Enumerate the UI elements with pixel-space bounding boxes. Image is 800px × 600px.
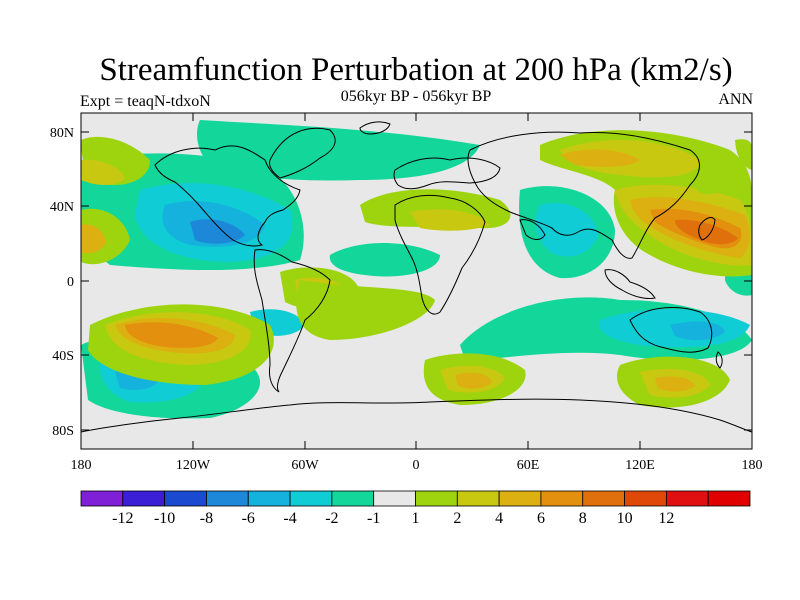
lon-tick-label: 180	[742, 458, 763, 473]
coastline-segment	[519, 219, 546, 240]
colorbar-swatch	[164, 490, 207, 507]
colorbar-label: -6	[242, 510, 255, 527]
colorbar-swatch	[624, 490, 667, 507]
lon-tick-label: 60E	[517, 458, 540, 473]
coastline-segment	[269, 127, 336, 179]
colorbar-label: 1	[412, 510, 420, 527]
colorbar-label: 6	[537, 510, 545, 527]
colorbar-label: -2	[325, 510, 338, 527]
colorbar-label: 4	[495, 510, 503, 527]
coastline-segment	[81, 398, 752, 433]
colorbar-label: -8	[200, 510, 213, 527]
contour-region-neg4	[190, 219, 245, 244]
colorbar-swatch	[707, 490, 751, 507]
colorbar-label: 2	[453, 510, 461, 527]
colorbar: -12 -10 -8 -6 -4 -2 -1 1 2 4 6 8 10 12	[80, 490, 751, 527]
coastline-segment	[393, 157, 501, 190]
colorbar-swatch	[540, 490, 584, 507]
coastline-segment	[394, 194, 486, 315]
coastline-segment	[604, 269, 656, 299]
lon-tick-label: 0	[413, 458, 420, 473]
colorbar-label: -4	[283, 510, 296, 527]
colorbar-swatch	[415, 490, 458, 507]
lon-tick-label: 120W	[176, 458, 211, 473]
coastline-segment	[715, 351, 723, 369]
contour-region-pos5	[675, 219, 738, 245]
lat-tick-label: 0	[67, 275, 74, 290]
contour-region-neg1	[329, 242, 440, 277]
colorbar-label: 12	[658, 510, 674, 527]
lat-tick-label: 40S	[52, 349, 74, 364]
plot-subtitle: 056kyr BP - 056kyr BP	[340, 88, 492, 105]
colorbar-swatch	[456, 490, 500, 507]
contour-field	[81, 113, 752, 449]
contour-region-pos2	[81, 159, 125, 185]
contour-region-pos3	[81, 224, 106, 254]
colorbar-swatch	[80, 490, 124, 507]
coastline-segment	[154, 145, 301, 247]
lat-tick-label: 80S	[52, 424, 74, 439]
colorbar-swatch	[582, 490, 625, 507]
experiment-label: Expt = teaqN-tdxoN	[80, 93, 211, 110]
coastline-segment	[698, 217, 716, 241]
colorbar-swatch	[122, 490, 166, 507]
colorbar-label: 8	[579, 510, 587, 527]
contour-region-pos3	[560, 149, 640, 167]
colorbar-swatch	[289, 490, 333, 507]
coastline-segment	[253, 249, 331, 393]
contour-region-pos3	[455, 372, 492, 389]
contour-region-pos1	[296, 280, 435, 340]
lon-tick-label: 60W	[291, 458, 319, 473]
coastline-segment	[359, 121, 391, 135]
contour-region-pos3	[655, 376, 695, 392]
colorbar-swatch	[498, 490, 542, 507]
lat-tick-label: 80N	[50, 126, 74, 141]
contour-region-pos2	[410, 209, 490, 231]
colorbar-label: 10	[617, 510, 633, 527]
season-label: ANN	[718, 91, 753, 108]
contour-region-pos1	[695, 182, 722, 195]
longitude-axis: 180 120W 60W 0 60E 120E 180	[71, 113, 763, 473]
latitude-axis: 80N 40N 0 40S 80S	[50, 126, 752, 439]
coastline-segment	[629, 307, 713, 353]
colorbar-swatch	[206, 490, 249, 507]
coastlines	[81, 121, 752, 433]
colorbar-swatch	[247, 490, 291, 507]
plot-title: Streamfunction Perturbation at 200 hPa (…	[99, 52, 733, 88]
contour-region-neg2	[535, 203, 598, 257]
lat-tick-label: 40N	[50, 200, 74, 215]
contour-region-pos1	[735, 139, 752, 170]
lon-tick-label: 120E	[625, 458, 655, 473]
lon-tick-label: 180	[71, 458, 92, 473]
colorbar-swatch	[373, 490, 416, 507]
colorbar-swatch	[331, 490, 375, 507]
colorbar-swatch	[665, 490, 709, 507]
contour-region-pos4	[125, 322, 218, 348]
colorbar-label: -10	[154, 510, 175, 527]
coastline-segment	[467, 131, 700, 259]
colorbar-label: -1	[367, 510, 380, 527]
colorbar-label: -12	[112, 510, 133, 527]
